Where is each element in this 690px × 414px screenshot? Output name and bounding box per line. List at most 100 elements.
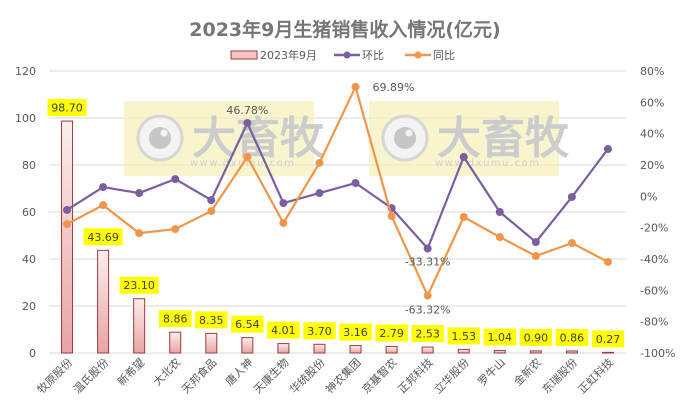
right-axis-tick: -80% [640, 316, 668, 329]
bar[interactable] [493, 350, 506, 354]
data-point-marker[interactable] [171, 175, 180, 184]
data-point-marker[interactable] [171, 225, 180, 234]
data-point-marker[interactable] [135, 229, 144, 238]
bar-label-highlight [411, 325, 444, 343]
category-label: 温氏股份 [71, 356, 111, 396]
category-label: 正邦科技 [395, 355, 436, 396]
bar-label-highlight [447, 327, 480, 345]
data-point-marker[interactable] [459, 153, 468, 162]
data-point-marker[interactable] [99, 201, 108, 210]
bar[interactable] [421, 346, 434, 354]
left-axis-tick: 120 [15, 65, 36, 78]
category-label: 天邦食品 [178, 355, 219, 396]
category-label: 唐人神 [222, 355, 255, 388]
legend-item-mom[interactable]: 环比 [334, 49, 384, 62]
data-point-marker[interactable] [243, 119, 252, 128]
bar[interactable] [61, 120, 74, 354]
bar-value-label: 8.35 [199, 314, 224, 327]
bar-value-label: 1.53 [451, 330, 476, 343]
bar-value-label: 2.53 [415, 328, 440, 341]
data-point-marker[interactable] [423, 291, 432, 300]
bar[interactable] [205, 332, 218, 354]
data-point-marker[interactable] [459, 213, 468, 222]
line-value-label: -63.32% [405, 304, 451, 317]
data-point-marker[interactable] [279, 199, 288, 208]
data-point-marker[interactable] [603, 257, 612, 266]
watermark-url: www.dxumu.com [435, 158, 541, 169]
series-line [66, 85, 609, 297]
bar[interactable] [97, 249, 110, 354]
bar-label-highlight [303, 322, 336, 340]
data-point-marker[interactable] [531, 252, 540, 261]
bar-value-label: 6.54 [235, 318, 260, 331]
right-axis-tick: 60% [640, 96, 664, 109]
line-value-label: 69.89% [373, 81, 415, 94]
category-label: 神农集团 [323, 355, 364, 396]
bar[interactable] [241, 337, 254, 354]
data-point-marker[interactable] [207, 207, 216, 216]
category-label: 京基智农 [359, 355, 400, 396]
legend-item-yoy[interactable]: 同比 [405, 49, 455, 62]
data-point-marker[interactable] [243, 153, 252, 162]
data-point-marker[interactable] [351, 82, 360, 91]
bar-value-label: 3.16 [343, 326, 368, 339]
data-point-marker[interactable] [207, 196, 216, 205]
data-point-marker[interactable] [351, 179, 360, 188]
bar[interactable] [277, 343, 290, 354]
bar[interactable] [169, 331, 182, 354]
legend-bar-label: 2023年9月 [260, 48, 317, 62]
data-point-marker[interactable] [135, 189, 144, 198]
data-point-marker[interactable] [315, 189, 324, 198]
bar-value-label: 4.01 [271, 324, 296, 337]
category-label: 牧原股份 [34, 355, 75, 396]
right-axis-tick: -100% [640, 347, 675, 360]
left-axis-tick: 40 [22, 253, 36, 266]
bar[interactable] [457, 348, 470, 354]
data-point-marker[interactable] [603, 145, 612, 154]
data-point-marker[interactable] [315, 158, 324, 167]
bar-label-highlight [555, 328, 589, 346]
watermark-eye-highlight-icon [405, 129, 413, 137]
data-point-marker[interactable] [531, 238, 540, 247]
bar-label-highlight [47, 99, 87, 117]
bar-value-label: 1.04 [488, 331, 513, 344]
right-axis-tick: -60% [640, 284, 668, 297]
bar-label-highlight [483, 328, 516, 346]
category-label: 大北农 [150, 355, 183, 388]
bar-series [61, 120, 614, 354]
data-point-marker[interactable] [63, 205, 72, 214]
data-point-marker[interactable] [423, 244, 432, 253]
data-point-marker[interactable] [99, 183, 108, 192]
data-point-marker[interactable] [279, 218, 288, 227]
bar[interactable] [565, 350, 578, 354]
legend-item-bar[interactable]: 2023年9月 [230, 48, 317, 62]
bar[interactable] [529, 350, 542, 354]
data-point-marker[interactable] [567, 192, 576, 201]
watermark-brand: 大畜牧 [437, 113, 570, 164]
bar[interactable] [601, 351, 614, 354]
data-point-marker[interactable] [495, 233, 504, 242]
bar[interactable] [133, 298, 146, 354]
bar[interactable] [385, 345, 398, 354]
data-point-marker[interactable] [387, 212, 396, 221]
bar-value-label: 43.69 [87, 231, 119, 244]
right-axis-tick: 0% [640, 190, 657, 203]
bar-value-label: 0.27 [596, 333, 621, 346]
watermark-eye-highlight-icon [160, 129, 168, 137]
data-point-marker[interactable] [63, 220, 72, 229]
legend-yoy-marker-icon [414, 51, 422, 59]
bar-label-highlight [159, 310, 192, 328]
bar[interactable] [349, 345, 362, 354]
left-axis-tick: 20 [22, 300, 36, 313]
bar-value-label: 2.79 [379, 327, 404, 340]
line-value-label: -33.31% [405, 256, 451, 269]
watermark-brand: 大畜牧 [192, 113, 325, 164]
bar[interactable] [313, 343, 326, 354]
data-point-marker[interactable] [567, 239, 576, 248]
bar-value-label: 8.86 [163, 313, 188, 326]
category-label: 东瑞股份 [539, 355, 580, 396]
data-point-marker[interactable] [495, 208, 504, 216]
